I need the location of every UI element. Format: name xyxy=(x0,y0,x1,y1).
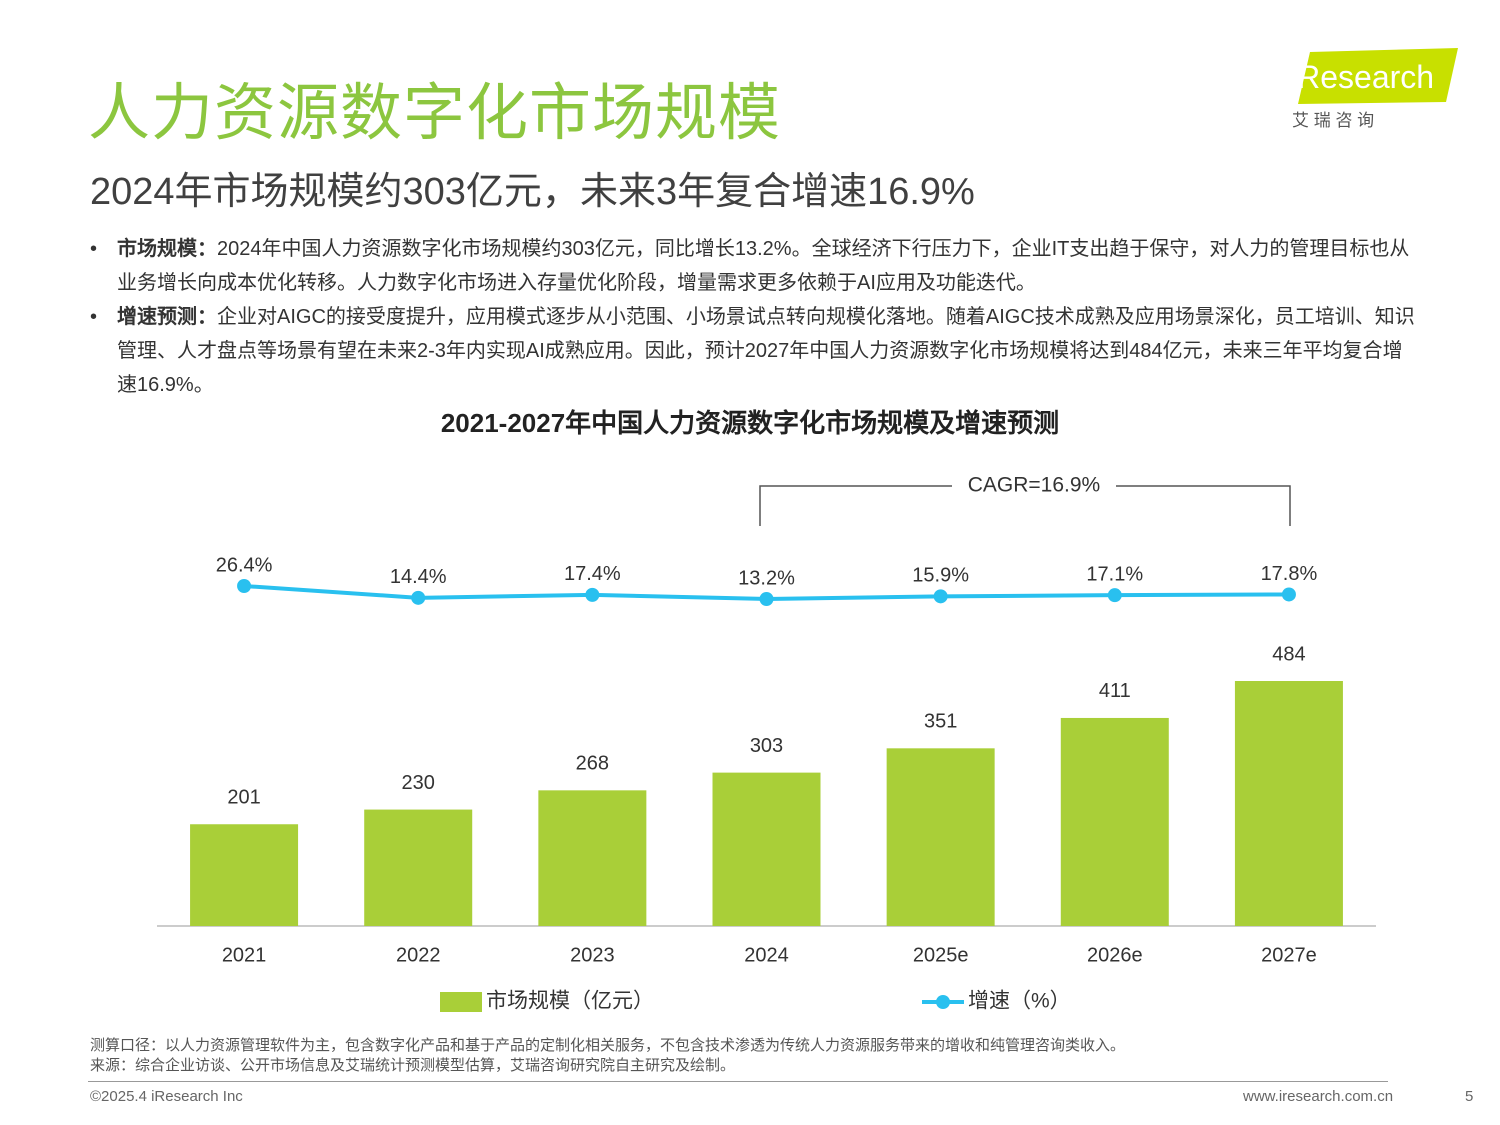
line-point xyxy=(1281,587,1296,602)
page-title: 人力资源数字化市场规模 xyxy=(88,79,782,148)
line-point xyxy=(411,590,426,605)
bullets: 市场规模：2024年中国人力资源数字化市场规模约303亿元，同比增长13.2%。… xyxy=(90,232,1420,402)
legend-label: 增速（%） xyxy=(968,990,1071,1013)
line-label: 15.9% xyxy=(912,565,969,587)
line-point xyxy=(759,592,774,606)
line-point xyxy=(1107,588,1122,603)
chart: 2021-2027年中国人力资源数字化市场规模及增速预测 CAGR=16.9% … xyxy=(157,408,1376,1013)
bullet-text: 企业对AIGC的接受度提升，应用模式逐步从小范围、小场景试点转向规模化落地。随着… xyxy=(117,306,1415,396)
footer-url: www.iresearch.com.cn xyxy=(1243,1088,1394,1105)
note: 来源：综合企业访谈、公开市场信息及艾瑞统计预测模型估算，艾瑞咨询研究院自主研究及… xyxy=(90,1057,736,1074)
bullet-label: 市场规模： xyxy=(117,238,217,260)
notes: 测算口径：以人力资源管理软件为主，包含数字化产品和基于产品的定制化相关服务，不包… xyxy=(90,1036,1125,1076)
page-number: 5 xyxy=(1465,1088,1474,1105)
line-label: 17.4% xyxy=(564,563,621,585)
cagr-label: CAGR=16.9% xyxy=(968,474,1100,497)
line-label: 13.2% xyxy=(738,567,795,589)
bullet: 增速预测：企业对AIGC的接受度提升，应用模式逐步从小范围、小场景试点转向规模化… xyxy=(90,300,1420,402)
bar-label: 268 xyxy=(576,753,609,775)
logo: iResearch 艾 瑞 咨 询 xyxy=(1290,48,1458,130)
chart-title: 2021-2027年中国人力资源数字化市场规模及增速预测 xyxy=(441,408,1059,438)
line-point xyxy=(585,587,600,602)
bar xyxy=(190,824,299,926)
bar-label: 411 xyxy=(1099,680,1131,702)
page-subtitle: 2024年市场规模约303亿元，未来3年复合增速16.9% xyxy=(90,171,975,213)
line-point xyxy=(933,589,948,604)
bar-label: 201 xyxy=(227,787,260,809)
x-tick-label: 2024 xyxy=(744,944,789,966)
x-tick-label: 2027e xyxy=(1261,944,1317,966)
line-label: 14.4% xyxy=(390,566,447,588)
bullet-label: 增速预测： xyxy=(117,306,217,328)
bar xyxy=(364,809,473,926)
logo-name: iResearch xyxy=(1290,59,1434,95)
note: 测算口径：以人力资源管理软件为主，包含数字化产品和基于产品的定制化相关服务，不包… xyxy=(90,1037,1126,1054)
legend-label: 市场规模（亿元） xyxy=(486,990,654,1013)
bar-label: 230 xyxy=(402,772,435,794)
logo-bg xyxy=(1298,48,1458,104)
bar-label: 351 xyxy=(924,711,957,733)
legend-swatch xyxy=(440,992,482,1012)
x-tick-label: 2022 xyxy=(396,944,441,966)
bar xyxy=(538,790,647,926)
x-tick-label: 2023 xyxy=(570,944,615,966)
x-tick-label: 2026e xyxy=(1087,944,1143,966)
line-label: 17.8% xyxy=(1261,563,1318,585)
line-point xyxy=(237,579,252,593)
bar-label: 484 xyxy=(1272,643,1305,665)
cagr-bracket xyxy=(1116,485,1291,526)
line-label: 26.4% xyxy=(216,554,273,576)
cagr-bracket xyxy=(759,485,952,526)
logo-cn: 艾 瑞 咨 询 xyxy=(1292,111,1374,130)
footer-rule xyxy=(88,1081,1388,1082)
bar xyxy=(1234,681,1343,926)
bullet: 市场规模：2024年中国人力资源数字化市场规模约303亿元，同比增长13.2%。… xyxy=(90,232,1420,300)
copyright: ©2025.4 iResearch Inc xyxy=(90,1088,243,1105)
x-tick-label: 2021 xyxy=(222,944,267,966)
x-tick-label: 2025e xyxy=(913,944,969,966)
bar xyxy=(886,748,995,926)
bar-label: 303 xyxy=(750,735,783,757)
bar xyxy=(712,772,821,926)
line-label: 17.1% xyxy=(1086,563,1143,585)
bullet-text: 2024年中国人力资源数字化市场规模约303亿元，同比增长13.2%。全球经济下… xyxy=(117,238,1410,294)
legend-swatch xyxy=(936,995,950,1009)
bar xyxy=(1060,717,1169,926)
